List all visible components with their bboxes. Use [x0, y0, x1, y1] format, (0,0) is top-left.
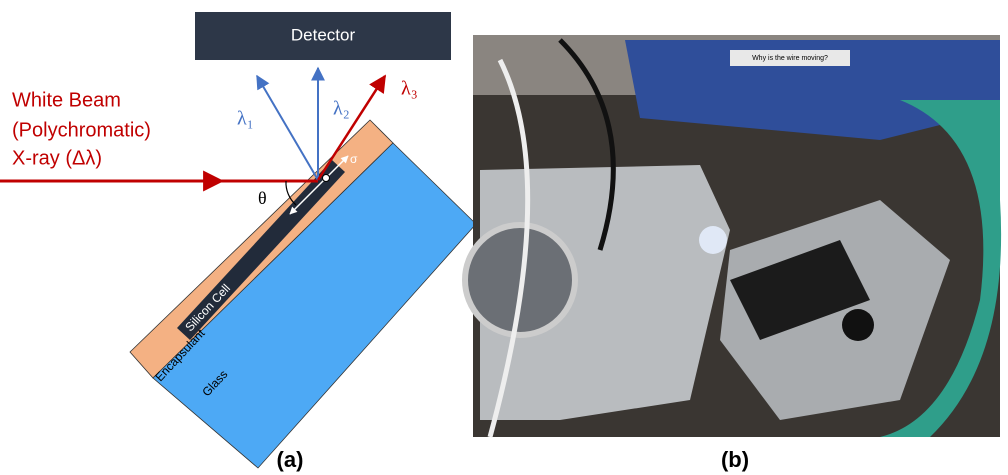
beam-label: White Beam [12, 89, 121, 111]
theta-label: θ [258, 188, 267, 208]
lambda-2: λ₂ [333, 98, 350, 120]
lambda-3: λ₃ [401, 78, 418, 100]
beam-label: X-ray (Δλ) [12, 147, 102, 169]
photo-b: Why is the wire moving? (b) [465, 35, 1001, 472]
caption-b: (b) [721, 447, 749, 472]
knob [842, 309, 874, 341]
lambda-1: λ₁ [237, 108, 254, 130]
beam-spot [699, 226, 727, 254]
probe-point [323, 175, 330, 182]
ray-1 [257, 76, 318, 180]
figure: Detector λ₁ λ₂ λ₃ White Beam (Polychroma… [0, 0, 1008, 475]
beam-label: (Polychromatic) [12, 119, 151, 141]
sigma-label: σ [350, 152, 358, 166]
detector-label: Detector [291, 25, 356, 44]
diagram-a: Detector λ₁ λ₂ λ₃ White Beam (Polychroma… [0, 12, 476, 472]
caption-a: (a) [277, 447, 304, 472]
sign-text: Why is the wire moving? [752, 55, 828, 62]
